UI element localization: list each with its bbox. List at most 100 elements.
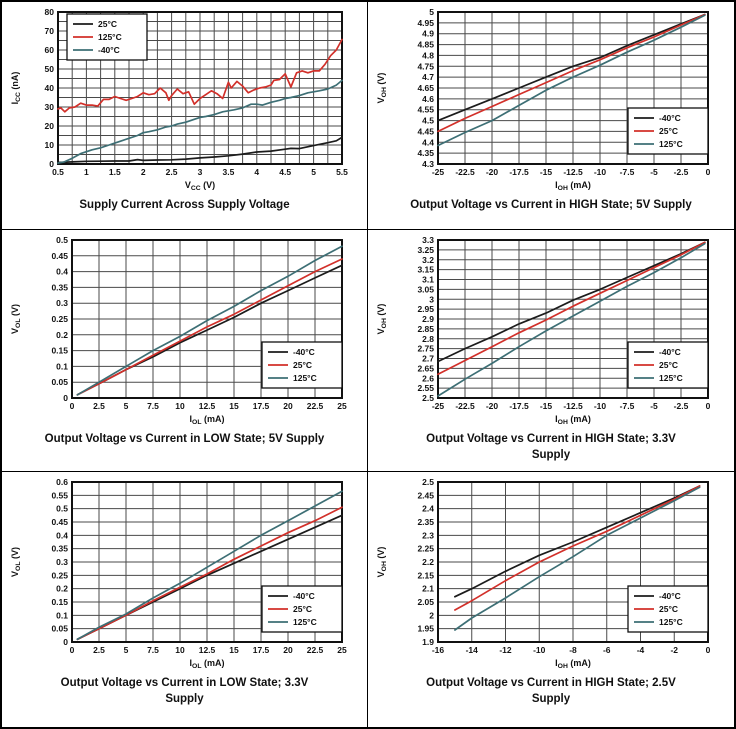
svg-text:0.5: 0.5	[56, 235, 68, 245]
legend-label: -40°C	[293, 591, 315, 601]
legend-label: 25°C	[659, 126, 678, 136]
svg-text:5: 5	[123, 645, 128, 655]
chart-canvas-supply-current: 25°C 125°C -40°C 0.5 1 1.5 2 2.5 3 3.5 4 4.5 5 5.5 0 10…	[3, 4, 366, 196]
svg-text:2.95: 2.95	[417, 304, 434, 314]
svg-text:5.5: 5.5	[336, 167, 348, 177]
svg-text:0.05: 0.05	[51, 624, 68, 634]
svg-text:12.5: 12.5	[198, 401, 215, 411]
svg-text:10: 10	[175, 401, 185, 411]
series-line-25°C	[76, 258, 343, 396]
svg-text:-7.5: -7.5	[620, 167, 635, 177]
tick-labels: -16 -14 -12 -10 -8 -6 -4 -2 0 1.9 1.95 2 2.05 2.1 2.15…	[417, 477, 710, 655]
tick-labels: 0.5 1 1.5 2 2.5 3 3.5 4 4.5 5 5.5 0 10 20 30 40 50 60 70 80	[44, 7, 348, 177]
svg-text:-15: -15	[540, 401, 553, 411]
svg-text:0.25: 0.25	[51, 570, 68, 580]
svg-text:4.5: 4.5	[422, 116, 434, 126]
legend-label: -40°C	[98, 45, 120, 55]
series-line-25°C	[76, 506, 343, 641]
svg-text:2.9: 2.9	[422, 314, 434, 324]
series-line-125°C	[437, 242, 706, 397]
svg-text:-12.5: -12.5	[563, 401, 583, 411]
svg-text:2.6: 2.6	[422, 373, 434, 383]
svg-text:5: 5	[429, 7, 434, 17]
x-axis-label: VCC (V)	[184, 180, 214, 192]
chart-title: Output Voltage vs Current in HIGH State;…	[426, 677, 676, 705]
svg-text:0.45: 0.45	[51, 517, 68, 527]
series-line-125°C	[76, 245, 343, 396]
plot-border	[437, 11, 709, 165]
svg-text:4.5: 4.5	[279, 167, 291, 177]
svg-text:4.8: 4.8	[422, 50, 434, 60]
svg-text:3.5: 3.5	[222, 167, 234, 177]
x-axis-label: IOH (mA)	[555, 414, 591, 426]
svg-text:0.1: 0.1	[56, 610, 68, 620]
svg-text:-2: -2	[670, 645, 678, 655]
svg-text:10: 10	[175, 645, 185, 655]
svg-text:0.35: 0.35	[51, 544, 68, 554]
svg-text:25: 25	[337, 645, 347, 655]
chart-title: Output Voltage vs Current in HIGH State;…	[410, 199, 692, 211]
svg-text:7.5: 7.5	[147, 645, 159, 655]
svg-text:0.55: 0.55	[51, 490, 68, 500]
series-line--40°C	[56, 79, 343, 164]
svg-text:20: 20	[44, 121, 54, 131]
series-line-125°C	[76, 490, 343, 641]
svg-text:70: 70	[44, 26, 54, 36]
plot-border	[437, 239, 709, 399]
svg-text:17.5: 17.5	[252, 645, 269, 655]
chart-canvas-voh-5v: -40°C 25°C 125°C -25 -22.5 -20 -17.5 -15 -12.5 -1…	[370, 4, 732, 196]
x-axis-label: IOL (mA)	[189, 658, 224, 670]
y-axis-label: ICC (nA)	[10, 72, 22, 105]
svg-text:2.5: 2.5	[165, 167, 177, 177]
legend-label: 125°C	[293, 373, 317, 383]
svg-text:-25: -25	[432, 401, 445, 411]
x-axis-label: IOH (mA)	[555, 658, 591, 670]
legend-label: -40°C	[293, 347, 315, 357]
svg-text:-7.5: -7.5	[620, 401, 635, 411]
plot-border	[70, 239, 343, 399]
y-axis-label: VOH (V)	[376, 73, 388, 104]
legend-label: -40°C	[659, 113, 681, 123]
svg-text:12.5: 12.5	[198, 645, 215, 655]
gridlines	[71, 239, 342, 399]
svg-text:0.15: 0.15	[51, 597, 68, 607]
svg-text:17.5: 17.5	[252, 401, 269, 411]
series-line-25°C	[437, 13, 706, 133]
svg-text:3.15: 3.15	[417, 265, 434, 275]
chart-canvas-vol-5v: -40°C 25°C 125°C 0 2.5 5 7.5 10 12.5 15 17.5 20 22.5…	[3, 232, 366, 430]
svg-text:0: 0	[69, 401, 74, 411]
svg-text:2.55: 2.55	[417, 383, 434, 393]
legend-label: -40°C	[659, 347, 681, 357]
svg-text:4.3: 4.3	[422, 159, 434, 169]
svg-text:10: 10	[44, 140, 54, 150]
svg-text:0.5: 0.5	[52, 167, 64, 177]
svg-text:-10: -10	[594, 167, 607, 177]
svg-text:0.05: 0.05	[51, 377, 68, 387]
svg-text:2.25: 2.25	[417, 544, 434, 554]
svg-text:0.6: 0.6	[56, 477, 68, 487]
chart-title: Output Voltage vs Current in HIGH State;…	[426, 433, 676, 461]
chart-supply-current: 25°C 125°C -40°C 0.5 1 1.5 2 2.5 3 3.5 4 4.5 5 5.5 0 10…	[2, 2, 368, 230]
svg-text:2.35: 2.35	[417, 517, 434, 527]
svg-text:0.2: 0.2	[56, 584, 68, 594]
svg-text:-5: -5	[650, 167, 658, 177]
svg-text:-25: -25	[432, 167, 445, 177]
svg-text:4.35: 4.35	[417, 148, 434, 158]
svg-text:-17.5: -17.5	[509, 401, 529, 411]
legend: -40°C 25°C 125°C	[627, 107, 709, 155]
legend: 25°C 125°C -40°C	[65, 13, 148, 61]
svg-text:3.3: 3.3	[422, 235, 434, 245]
svg-text:-4: -4	[637, 645, 645, 655]
svg-text:2.4: 2.4	[422, 504, 434, 514]
svg-text:4.95: 4.95	[417, 18, 434, 28]
svg-text:2.05: 2.05	[417, 597, 434, 607]
svg-text:0.4: 0.4	[56, 267, 68, 277]
x-axis-label: IOH (mA)	[555, 180, 591, 192]
tick-labels: 0 2.5 5 7.5 10 12.5 15 17.5 20 22.5 25 0 0.05 0.1 0.15…	[51, 235, 347, 411]
svg-text:-22.5: -22.5	[455, 167, 475, 177]
svg-text:1: 1	[84, 167, 89, 177]
svg-text:2.5: 2.5	[422, 393, 434, 403]
svg-text:60: 60	[44, 45, 54, 55]
svg-text:2.75: 2.75	[417, 344, 434, 354]
